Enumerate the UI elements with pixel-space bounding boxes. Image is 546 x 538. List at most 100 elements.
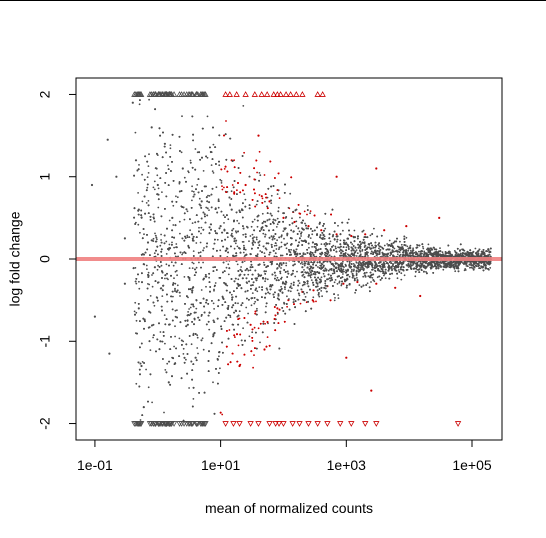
- cloud-point: [427, 243, 430, 246]
- cloud-point: [406, 245, 409, 248]
- cloud-point: [253, 302, 256, 305]
- cloud-point: [231, 184, 234, 186]
- cloud-point: [296, 270, 298, 273]
- cloud-point: [195, 307, 198, 310]
- cloud-point: [154, 234, 157, 237]
- cloud-point: [315, 300, 317, 303]
- cloud-point: [146, 176, 149, 179]
- cloud-point: [256, 171, 258, 174]
- cloud-point: [199, 241, 202, 244]
- cloud-point: [258, 286, 261, 288]
- cloud-point: [157, 264, 160, 267]
- cloud-point: [461, 262, 464, 264]
- cloud-point: [164, 342, 166, 345]
- cloud-point: [416, 268, 419, 271]
- cloud-point: [147, 172, 150, 174]
- cloud-point: [178, 337, 181, 340]
- cloud-point: [160, 239, 163, 241]
- cloud-point: [320, 276, 323, 279]
- cloud-point: [310, 279, 313, 281]
- cloud-point: [236, 263, 239, 266]
- cloud-point: [133, 310, 136, 313]
- cloud-point: [259, 250, 262, 252]
- cloud-point: [212, 172, 215, 174]
- cloud-point: [389, 254, 391, 257]
- cloud-point: [212, 302, 215, 305]
- cloud-point: [337, 294, 339, 296]
- cloud-point: [218, 164, 221, 167]
- cloud-point: [414, 275, 417, 278]
- cloud-point: [219, 178, 222, 181]
- cloud-point: [187, 171, 190, 174]
- cloud-point: [320, 243, 323, 246]
- point-0-4: [115, 175, 118, 178]
- cloud-point: [156, 238, 158, 241]
- cloud-point: [429, 247, 432, 250]
- cloud-point: [243, 151, 246, 154]
- cloud-point: [288, 298, 290, 300]
- cloud-point: [186, 210, 189, 213]
- cloud-point: [438, 263, 441, 266]
- cloud-point: [345, 269, 348, 272]
- cloud-point: [479, 267, 482, 270]
- cloud-point: [405, 236, 408, 239]
- cloud-point: [263, 261, 265, 264]
- cloud-point: [283, 237, 285, 240]
- cloud-point: [192, 398, 195, 400]
- cloud-point: [254, 241, 256, 244]
- point-1-24: [405, 225, 408, 228]
- cloud-point: [228, 329, 231, 331]
- cloud-point: [309, 237, 312, 240]
- cloud-point: [258, 240, 261, 243]
- cloud-point: [325, 269, 328, 272]
- cloud-point: [183, 276, 186, 278]
- cloud-point: [276, 239, 278, 242]
- cloud-point: [488, 253, 491, 256]
- cloud-point: [174, 335, 177, 338]
- cloud-point: [474, 247, 477, 250]
- cloud-point: [309, 276, 312, 279]
- cloud-point: [362, 275, 365, 278]
- cloud-point: [227, 273, 230, 276]
- cloud-point: [354, 291, 356, 294]
- cloud-point: [196, 347, 199, 349]
- cloud-point: [261, 212, 264, 215]
- cloud-point: [221, 188, 224, 191]
- cloud-point: [303, 210, 306, 213]
- cloud-point: [248, 335, 251, 338]
- cloud-point: [138, 164, 140, 166]
- cloud-point: [303, 264, 306, 267]
- point-1-23: [394, 286, 397, 289]
- cloud-point: [215, 186, 218, 189]
- cloud-point: [405, 264, 408, 266]
- cloud-point: [210, 164, 213, 167]
- cloud-point: [275, 226, 278, 228]
- point-0-1: [106, 138, 109, 141]
- cloud-point: [170, 261, 173, 264]
- cloud-point: [302, 273, 305, 276]
- point-1-6: [268, 200, 271, 203]
- point-0-21: [175, 290, 178, 293]
- cloud-point: [205, 285, 207, 288]
- cloud-point: [371, 277, 374, 279]
- cloud-point: [361, 268, 363, 271]
- cloud-point: [253, 236, 256, 239]
- cloud-point: [242, 233, 245, 236]
- cloud-point: [263, 252, 266, 255]
- cloud-point: [212, 143, 215, 146]
- cloud-point: [306, 291, 308, 294]
- cloud-point: [196, 334, 199, 337]
- cloud-point: [206, 156, 209, 159]
- cloud-point: [326, 253, 329, 256]
- cloud-point: [160, 264, 163, 267]
- cloud-point: [163, 411, 165, 414]
- cloud-point: [207, 194, 209, 197]
- cloud-point: [152, 237, 155, 240]
- cloud-point: [284, 288, 286, 290]
- cloud-point: [244, 198, 247, 201]
- cloud-point: [143, 233, 145, 236]
- cloud-point: [190, 343, 193, 346]
- top-border-line: [0, 0, 546, 1]
- cloud-point: [160, 233, 163, 236]
- cloud-point: [400, 278, 403, 281]
